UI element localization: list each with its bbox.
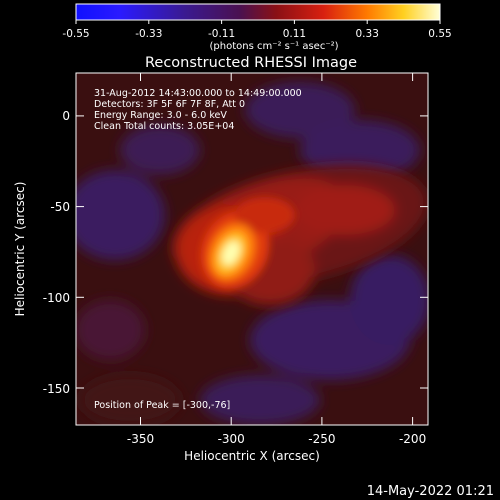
y-axis-label: Heliocentric Y (arcsec): [13, 182, 27, 317]
colorbar: [75, 3, 441, 21]
y-tick-label: 0: [62, 109, 70, 123]
colorbar-tick-label: 0.11: [283, 28, 306, 40]
colorbar-tick-label: 0.55: [428, 28, 451, 40]
plot-title: Reconstructed RHESSI Image: [145, 55, 357, 71]
colorbar-tick-label: 0.33: [356, 28, 379, 40]
colorbar-ticks: [75, 20, 441, 24]
x-tick-label: -200: [399, 432, 426, 446]
colorbar-tick-label: -0.33: [135, 28, 162, 40]
y-tick-label: -50: [50, 200, 70, 214]
annotation-peak-position: Position of Peak = [-300,-76]: [94, 400, 230, 411]
y-tick-label: -150: [43, 382, 70, 396]
annotation-clean: Clean Total counts: 3.05E+04: [94, 121, 234, 132]
x-tick-label: -250: [308, 432, 335, 446]
footer-timestamp: 14-May-2022 01:21: [367, 484, 494, 499]
annotation-energy: Energy Range: 3.0 - 6.0 keV: [94, 110, 227, 121]
x-tick-label: -300: [218, 432, 245, 446]
annotation-time: 31-Aug-2012 14:43:00.000 to 14:49:00.000: [94, 88, 302, 99]
colorbar-tick-label: -0.11: [208, 28, 235, 40]
plot-frame: [75, 72, 429, 426]
axis-ticks: [76, 73, 428, 425]
y-tick-label: -100: [43, 291, 70, 305]
x-tick-label: -350: [127, 432, 154, 446]
annotation-detectors: Detectors: 3F 5F 6F 7F 8F, Att 0: [94, 99, 245, 110]
colorbar-tick-label: -0.55: [62, 28, 89, 40]
rhessi-image: [76, 73, 428, 425]
x-axis-label: Heliocentric X (arcsec): [184, 449, 320, 463]
colorbar-unit-label: (photons cm⁻² s⁻¹ asec⁻²): [209, 41, 338, 52]
